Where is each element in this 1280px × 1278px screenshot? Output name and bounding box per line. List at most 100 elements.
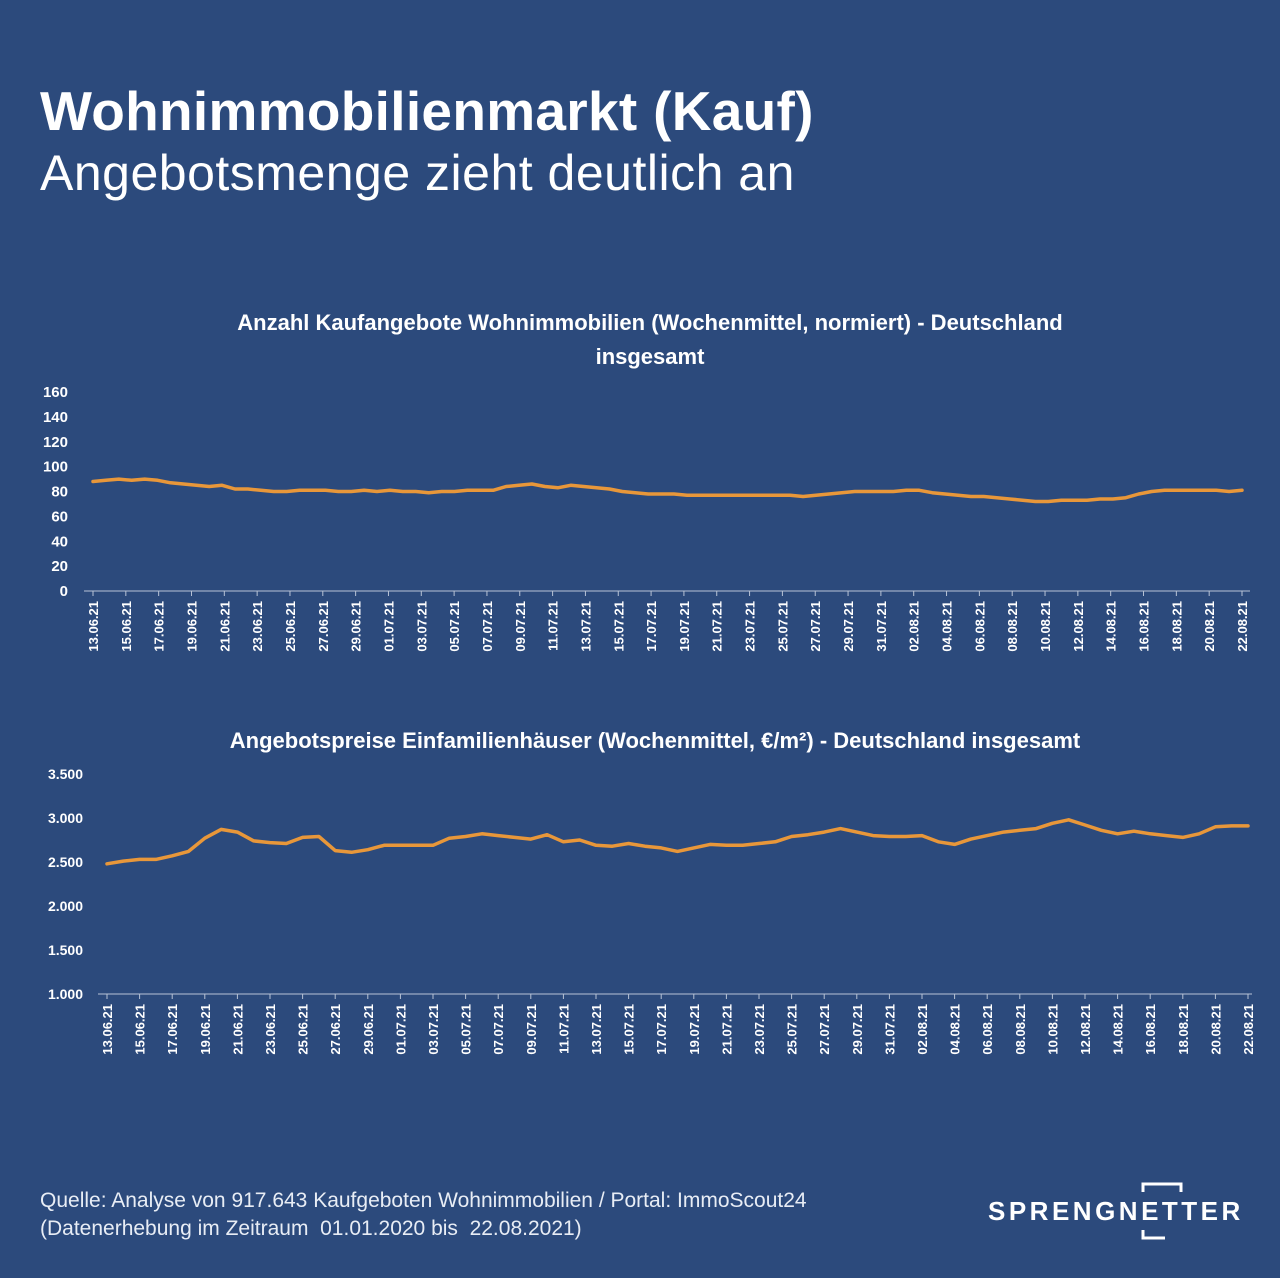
x-tick-label: 15.07.21 [622,1004,637,1055]
x-tick-label: 01.07.21 [381,601,396,652]
x-tick-label: 09.07.21 [513,601,528,652]
x-tick-label: 19.06.21 [184,601,199,652]
x-tick-label: 19.07.21 [687,1004,702,1055]
x-tick-label: 14.08.21 [1104,601,1119,652]
y-tick-label: 1.500 [48,942,83,958]
subheadline: Angebotsmenge zieht deutlich an [40,145,795,201]
logo-bracket-icon [1141,1182,1183,1240]
x-tick-label: 13.07.21 [589,1004,604,1055]
x-tick-label: 23.07.21 [752,1004,767,1055]
y-tick-label: 100 [43,459,68,476]
chart2-title-line-1: Angebotspreise Einfamilienhäuser (Wochen… [229,728,1081,753]
x-tick-label: 25.06.21 [283,601,298,652]
x-tick-label: 29.07.21 [850,1004,865,1055]
x-tick-label: 06.08.21 [972,601,987,652]
x-tick-label: 15.06.21 [133,1004,148,1055]
x-tick-label: 19.06.21 [198,1004,213,1055]
x-tick-label: 21.06.21 [230,1004,245,1055]
x-tick-label: 10.08.21 [1045,1004,1060,1055]
x-tick-label: 16.08.21 [1137,601,1152,652]
x-tick-label: 31.07.21 [874,601,889,652]
x-tick-label: 29.06.21 [349,601,364,652]
x-tick-label: 12.08.21 [1071,601,1086,652]
x-tick-label: 02.08.21 [915,1004,930,1055]
x-tick-label: 21.07.21 [719,1004,734,1055]
x-tick-label: 27.06.21 [316,601,331,652]
x-tick-label: 10.08.21 [1038,601,1053,652]
x-tick-label: 03.07.21 [414,601,429,652]
y-tick-label: 3.500 [48,766,83,782]
y-tick-label: 160 [43,384,68,401]
x-tick-label: 17.07.21 [644,601,659,652]
x-tick-label: 19.07.21 [677,601,692,652]
y-tick-label: 2.000 [48,898,83,914]
y-tick-label: 2.500 [48,854,83,870]
x-tick-label: 31.07.21 [882,1004,897,1055]
offers-count-chart: 0 20 40 60 80 100 120 140 160 13.06.21 15.06.21 17.… [43,384,1250,652]
x-tick-label: 06.08.21 [980,1004,995,1055]
x-tick-label: 01.07.21 [393,1004,408,1055]
x-tick-label: 18.08.21 [1176,1004,1191,1055]
x-tick-label: 25.07.21 [785,1004,800,1055]
y-tick-label: 80 [51,484,68,501]
y-tick-label: 20 [51,558,68,575]
x-tick-label: 05.07.21 [447,601,462,652]
x-tick-label: 29.06.21 [361,1004,376,1055]
x-tick-label: 09.07.21 [524,1004,539,1055]
x-tick-label: 15.07.21 [611,601,626,652]
x-tick-label: 22.08.21 [1235,601,1250,652]
sprengnetter-logo: SPRENGNETTER [985,1180,1240,1244]
x-tick-label: 27.06.21 [328,1004,343,1055]
y-tick-label: 3.000 [48,810,83,826]
logo-text: SPRENGNETTER [988,1196,1244,1226]
x-tick-label: 16.08.21 [1143,1004,1158,1055]
x-tick-label: 17.06.21 [165,1004,180,1055]
chart1-title: Anzahl Kaufangebote Wohnimmobilien (Woch… [150,306,1150,374]
series-line [91,477,1244,504]
x-tick-label: 11.07.21 [556,1004,571,1054]
survey-period-note: (Datenerhebung im Zeitraum 01.01.2020 bi… [40,1217,582,1240]
x-tick-label: 21.07.21 [710,601,725,652]
x-tick-label: 23.07.21 [743,601,758,652]
x-tick-label: 23.06.21 [263,1004,278,1055]
x-tick-label: 02.08.21 [907,601,922,652]
x-tick-label: 08.08.21 [1005,601,1020,652]
x-tick-label: 13.07.21 [578,601,593,652]
x-tick-label: 23.06.21 [250,601,265,652]
x-tick-label: 14.08.21 [1111,1004,1126,1055]
x-tick-label: 12.08.21 [1078,1004,1093,1055]
y-tick-label: 0 [60,583,68,600]
y-tick-label: 40 [51,533,68,550]
x-tick-label: 17.07.21 [654,1004,669,1055]
x-tick-label: 22.08.21 [1241,1004,1256,1055]
x-tick-label: 04.08.21 [948,1004,963,1055]
chart2-title: Angebotspreise Einfamilienhäuser (Wochen… [150,724,1160,758]
x-tick-label: 29.07.21 [841,601,856,652]
x-tick-label: 13.06.21 [86,601,101,652]
x-tick-label: 18.08.21 [1169,601,1184,652]
chart1-title-line-1: Anzahl Kaufangebote Wohnimmobilien (Woch… [237,310,1063,335]
y-tick-label: 1.000 [48,986,83,1002]
x-tick-label: 11.07.21 [546,601,561,651]
y-tick-label: 60 [51,508,68,525]
x-tick-label: 20.08.21 [1202,601,1217,652]
x-tick-label: 15.06.21 [119,601,134,652]
y-tick-label: 120 [43,434,68,451]
x-tick-label: 08.08.21 [1013,1004,1028,1055]
x-tick-label: 27.07.21 [817,1004,832,1055]
headline: Wohnimmobilienmarkt (Kauf) [40,80,814,142]
y-tick-label: 140 [43,409,68,426]
x-tick-label: 13.06.21 [100,1004,115,1055]
x-tick-label: 20.08.21 [1208,1004,1223,1055]
series-line [105,818,1250,866]
x-tick-label: 21.06.21 [217,601,232,652]
house-price-chart: 1.000 1.500 2.000 2.500 3.000 3.500 13.06.21 15… [48,766,1256,1055]
x-tick-label: 25.07.21 [775,601,790,652]
x-tick-label: 25.06.21 [296,1004,311,1055]
x-tick-label: 07.07.21 [491,1004,506,1055]
x-tick-label: 03.07.21 [426,1004,441,1055]
chart1-title-line-2: insgesamt [595,344,705,369]
source-note: Quelle: Analyse von 917.643 Kaufgeboten … [40,1189,807,1212]
x-tick-label: 27.07.21 [808,601,823,652]
x-tick-label: 04.08.21 [940,601,955,652]
